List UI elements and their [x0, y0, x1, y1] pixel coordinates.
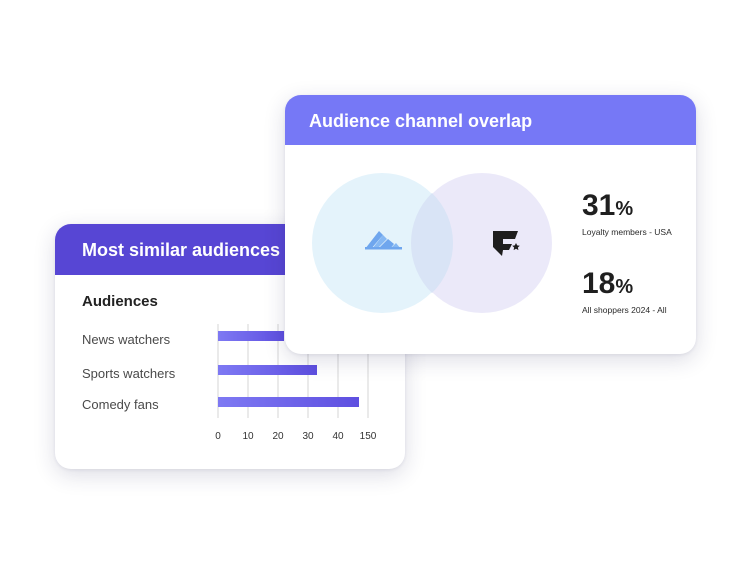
- stat-label: Loyalty members - USA: [582, 227, 672, 237]
- venn-diagram: [312, 173, 552, 313]
- tick-label: 30: [302, 431, 314, 442]
- tick-label: 150: [360, 431, 377, 442]
- stat-unit: %: [615, 198, 634, 220]
- tick-label: 20: [272, 431, 284, 442]
- audience-bar-chart: 0 10 20 30 40 150: [215, 324, 377, 442]
- bar-comedy-fans: [218, 397, 359, 407]
- category-label-sports-watchers: Sports watchers: [82, 366, 176, 381]
- stat-all-shoppers: 18% All shoppers 2024 - All: [582, 267, 667, 316]
- mountain-brand-icon: [365, 231, 402, 250]
- audiences-subtitle: Audiences: [82, 293, 158, 310]
- audience-channel-overlap-card: Audience channel overlap 31% Loyalty mem…: [285, 95, 696, 354]
- bar-sports-watchers: [218, 365, 317, 375]
- tick-label: 0: [215, 431, 221, 442]
- venn-overlap-region: [410, 193, 454, 293]
- shield-e-brand-icon: [493, 231, 520, 256]
- venn-circle-right: [412, 173, 552, 313]
- stat-unit: %: [615, 276, 634, 298]
- stat-loyalty-members: 31% Loyalty members - USA: [582, 189, 672, 238]
- category-label-comedy-fans: Comedy fans: [82, 397, 159, 412]
- stat-value: 31: [582, 189, 616, 222]
- stat-value: 18: [582, 267, 616, 300]
- bar-news-watchers: [218, 331, 284, 341]
- category-label-news-watchers: News watchers: [82, 332, 171, 347]
- stat-label: All shoppers 2024 - All: [582, 305, 667, 315]
- tick-label: 10: [242, 431, 254, 442]
- card-header: Audience channel overlap: [285, 95, 696, 145]
- tick-label: 40: [332, 431, 344, 442]
